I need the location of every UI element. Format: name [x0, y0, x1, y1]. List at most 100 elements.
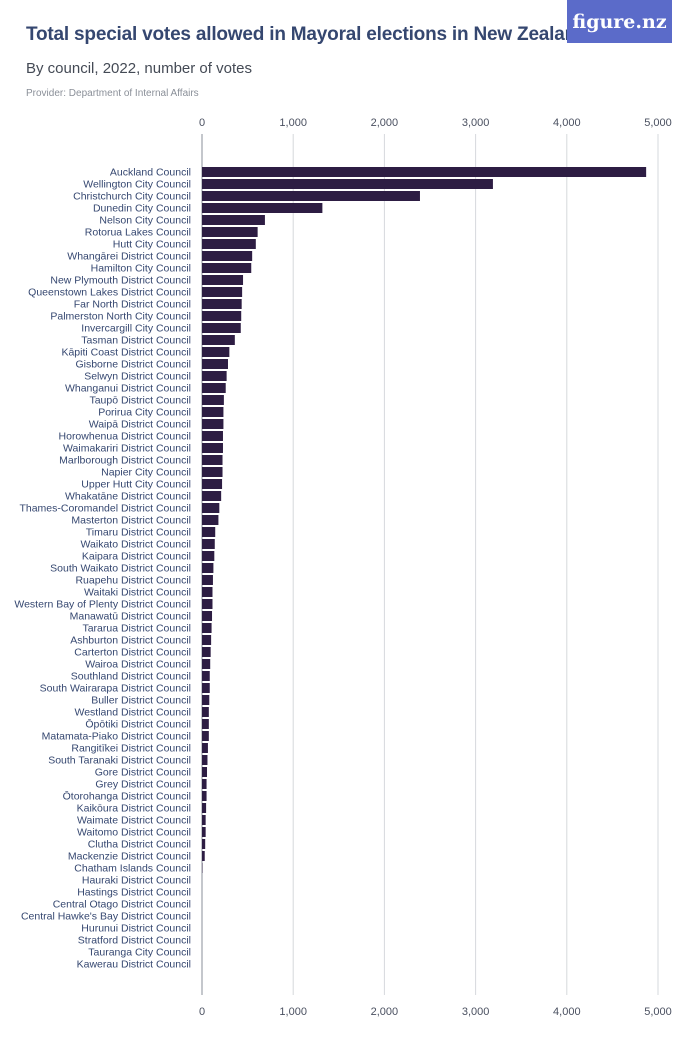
x-tick-label-top: 0	[199, 117, 205, 129]
category-label: Horowhenua District Council	[59, 431, 191, 443]
category-label: Hamilton City Council	[91, 263, 191, 275]
bar	[202, 683, 210, 693]
category-label: New Plymouth District Council	[50, 275, 191, 287]
bar	[202, 503, 220, 513]
bar	[202, 347, 230, 357]
x-tick-label-bottom: 1,000	[279, 1006, 307, 1018]
category-label: Whakatāne District Council	[65, 491, 191, 503]
bar	[202, 371, 227, 381]
category-label: Tauranga City Council	[88, 947, 191, 959]
category-label: Selwyn District Council	[84, 371, 191, 383]
bar	[202, 335, 235, 345]
category-label: Auckland Council	[110, 167, 191, 179]
bar	[202, 815, 206, 825]
category-label: Kaikōura District Council	[77, 803, 191, 815]
data-provider: Provider: Department of Internal Affairs	[26, 88, 199, 99]
bar	[202, 743, 208, 753]
category-label: South Wairarapa District Council	[40, 683, 191, 695]
bar	[202, 191, 420, 201]
bar	[202, 803, 207, 813]
category-label: Waitomo District Council	[77, 827, 191, 839]
category-label: Gore District Council	[95, 767, 191, 779]
chart-title: Total special votes allowed in Mayoral e…	[26, 24, 588, 45]
x-tick-label-bottom: 3,000	[462, 1006, 490, 1018]
bar	[202, 779, 207, 789]
category-label: Wellington City Council	[83, 179, 191, 191]
bar	[202, 767, 208, 777]
category-label: Southland District Council	[71, 671, 191, 683]
bar	[202, 431, 223, 441]
logo-text: figure.nz	[572, 10, 667, 33]
category-label: Taupō District Council	[89, 395, 191, 407]
category-label: Kawerau District Council	[77, 959, 191, 971]
x-tick-label-top: 4,000	[553, 117, 581, 129]
bar	[202, 827, 206, 837]
category-label: Ōpōtiki District Council	[85, 719, 191, 731]
bar	[202, 539, 215, 549]
category-label: Dunedin City Council	[93, 203, 191, 215]
bar	[202, 311, 242, 321]
category-label: Marlborough District Council	[59, 455, 191, 467]
category-label: Carterton District Council	[74, 647, 191, 659]
category-label: Mackenzie District Council	[68, 851, 191, 863]
bar	[202, 647, 211, 657]
category-label: Hutt City Council	[113, 239, 191, 251]
bar	[202, 323, 241, 333]
bar	[202, 275, 244, 285]
category-label: South Waikato District Council	[50, 563, 191, 575]
category-label: South Taranaki District Council	[48, 755, 191, 767]
category-label: Rangitīkei District Council	[71, 743, 191, 755]
bar	[202, 215, 265, 225]
category-label: Ashburton District Council	[70, 635, 191, 647]
x-tick-label-top: 2,000	[371, 117, 399, 129]
bar	[202, 299, 242, 309]
category-label: Whanganui District Council	[65, 383, 191, 395]
category-label: Thames-Coromandel District Council	[19, 503, 191, 515]
category-label: Porirua City Council	[98, 407, 191, 419]
category-label: Whangārei District Council	[67, 251, 191, 263]
bar	[202, 359, 228, 369]
category-label: Kāpiti Coast District Council	[61, 347, 191, 359]
bar	[202, 851, 205, 861]
category-label: Queenstown Lakes District Council	[28, 287, 191, 299]
category-label: Masterton District Council	[71, 515, 191, 527]
bar	[202, 383, 226, 393]
bar	[202, 455, 223, 465]
bar	[202, 695, 210, 705]
bar	[202, 167, 647, 177]
category-label: Westland District Council	[74, 707, 191, 719]
category-label: Matamata-Piako District Council	[42, 731, 191, 743]
category-label: Buller District Council	[91, 695, 191, 707]
bar	[202, 239, 256, 249]
x-tick-label-bottom: 5,000	[644, 1006, 672, 1018]
bar	[202, 179, 493, 189]
bar	[202, 227, 258, 237]
bar	[202, 551, 215, 561]
category-label: Waikato District Council	[81, 539, 191, 551]
category-label: Christchurch City Council	[73, 191, 191, 203]
figure-nz-logo[interactable]: figure.nz	[567, 0, 672, 43]
bar	[202, 419, 224, 429]
bar	[202, 491, 222, 501]
category-label: Far North District Council	[74, 299, 191, 311]
bar	[202, 611, 213, 621]
category-label: Tasman District Council	[81, 335, 191, 347]
category-label: Ruapehu District Council	[75, 575, 191, 587]
bar	[202, 671, 210, 681]
bar	[202, 527, 216, 537]
bar	[202, 839, 206, 849]
bar	[202, 251, 253, 261]
category-label: Palmerston North City Council	[50, 311, 191, 323]
bar	[202, 563, 214, 573]
category-label: Chatham Islands Council	[74, 863, 191, 875]
bar	[202, 659, 211, 669]
category-label: Stratford District Council	[78, 935, 191, 947]
x-tick-label-top: 5,000	[644, 117, 672, 129]
category-label: Gisborne District Council	[75, 359, 191, 371]
bar	[202, 407, 224, 417]
category-label: Clutha District Council	[88, 839, 191, 851]
category-label: Western Bay of Plenty District Council	[14, 599, 191, 611]
category-label: Waipā District Council	[89, 419, 191, 431]
category-label: Central Hawke's Bay District Council	[21, 911, 191, 923]
